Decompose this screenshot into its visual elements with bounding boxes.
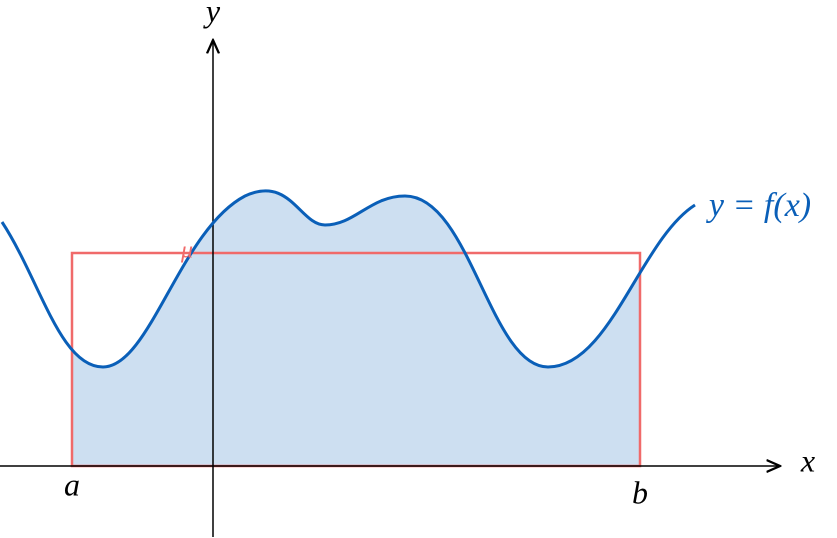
curve <box>0 189 696 369</box>
mean-label: μ <box>180 238 193 264</box>
x-axis-label: x <box>800 442 815 478</box>
area-under-curve <box>72 190 640 466</box>
curve-label: y = f(x) <box>706 187 811 224</box>
bound-b: b <box>632 474 648 510</box>
y-axis-label: y <box>203 0 221 28</box>
bound-a: a <box>64 466 80 502</box>
